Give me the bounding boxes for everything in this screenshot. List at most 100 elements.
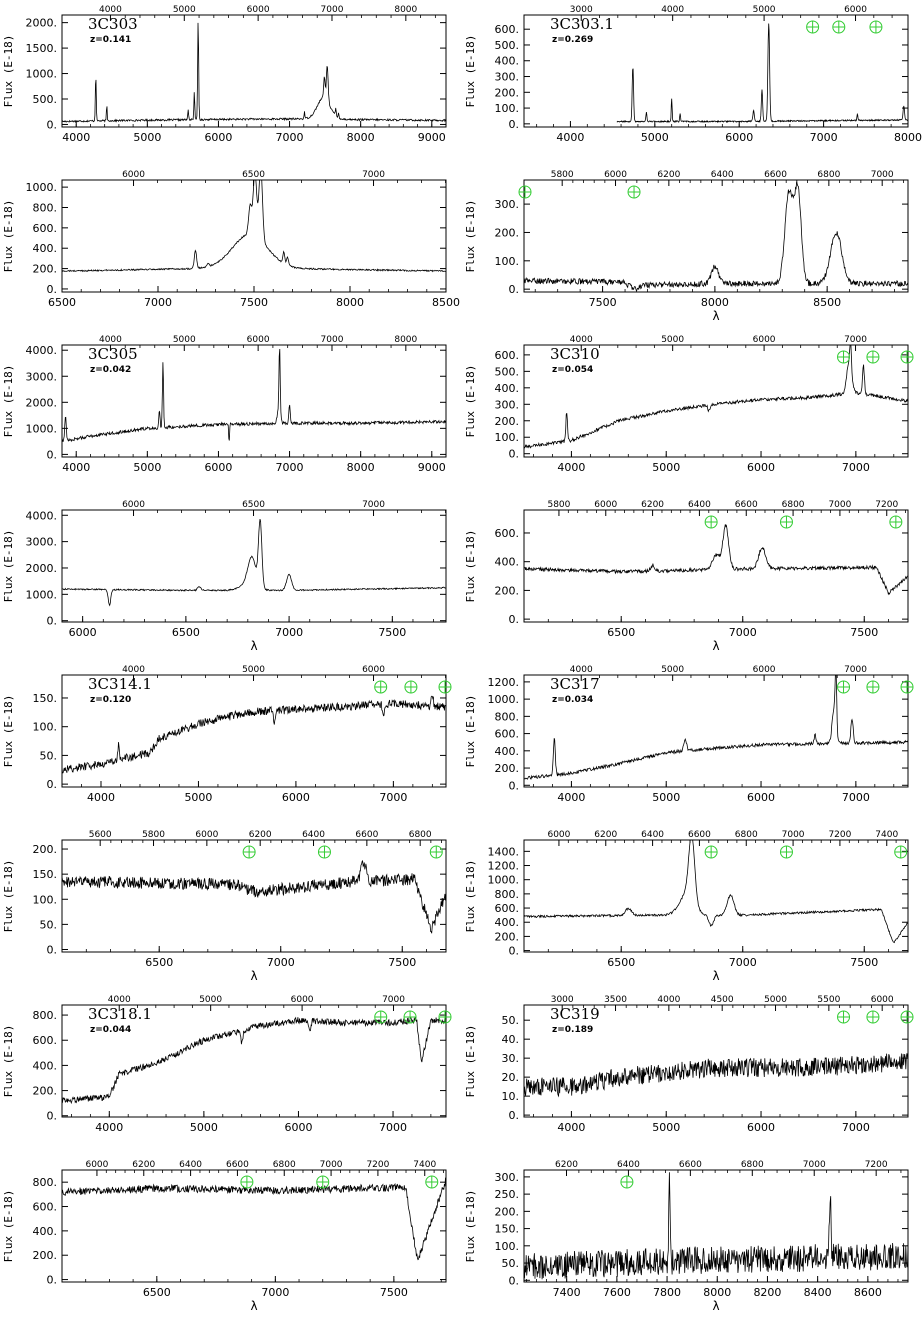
x-tick-label: 8000 bbox=[347, 461, 375, 474]
y-tick-label: 600. bbox=[33, 1034, 58, 1047]
spectrum-line bbox=[524, 840, 908, 944]
top-tick-label: 6000 bbox=[195, 830, 218, 840]
redshift-label: z=0.044 bbox=[90, 1025, 131, 1035]
top-tick-label: 6600 bbox=[226, 1160, 249, 1170]
y-axis-label: Flux (E-18) bbox=[2, 530, 15, 603]
spectrum-line bbox=[524, 181, 908, 292]
earth-symbol-icon bbox=[316, 1175, 330, 1189]
top-tick-label: 6800 bbox=[409, 830, 432, 840]
spectrum-panel: 6500 7000 7500 6000 6200 6400 6600 6800 7000 7200… bbox=[464, 830, 909, 983]
x-tick-label: 8000 bbox=[894, 131, 922, 144]
top-tick-label: 5800 bbox=[547, 500, 570, 510]
x-tick-label: 7000 bbox=[276, 461, 304, 474]
y-tick-label: 600. bbox=[495, 23, 520, 36]
x-tick-label: 7500 bbox=[589, 296, 617, 309]
redshift-label: z=0.054 bbox=[552, 365, 593, 375]
y-tick-label: 800. bbox=[33, 1176, 58, 1189]
top-tick-label: 7000 bbox=[803, 1160, 826, 1170]
y-tick-label: 1000. bbox=[26, 422, 58, 435]
spectrum-panel: 7500 8000 8500 5800 6000 6200 6400 6600 6800 7000… bbox=[464, 170, 909, 323]
y-axis-label: Flux (E-18) bbox=[464, 1025, 477, 1098]
y-tick-label: 150. bbox=[495, 1223, 520, 1236]
top-tick-label: 7000 bbox=[871, 170, 894, 180]
y-tick-label: 40. bbox=[502, 1033, 520, 1046]
top-tick-label: 6400 bbox=[179, 1160, 202, 1170]
x-tick-label: 7000 bbox=[261, 1286, 289, 1299]
spectrum-panel: 6500 7000 7500 5800 6000 6200 6400 6600 6800 7000… bbox=[464, 500, 909, 653]
spectrum-panel: 6500 7000 7500 5600 5800 6000 6200 6400 6600 6800… bbox=[2, 830, 447, 983]
y-tick-label: 150. bbox=[33, 868, 58, 881]
top-tick-label: 6200 bbox=[641, 500, 664, 510]
spectrum-line bbox=[62, 695, 446, 774]
y-tick-label: 600. bbox=[495, 728, 520, 741]
y-tick-label: 400. bbox=[495, 556, 520, 569]
earth-symbol-icon bbox=[900, 1010, 914, 1024]
y-tick-label: 3000. bbox=[26, 370, 58, 383]
top-tick-label: 7400 bbox=[875, 830, 898, 840]
y-tick-label: 20. bbox=[502, 1071, 520, 1084]
top-tick-label: 5600 bbox=[89, 830, 112, 840]
top-tick-label: 5800 bbox=[551, 170, 574, 180]
top-tick-label: 6000 bbox=[594, 500, 617, 510]
top-tick-label: 4000 bbox=[99, 335, 122, 345]
top-tick-label: 5000 bbox=[661, 335, 684, 345]
top-tick-label: 3500 bbox=[604, 995, 627, 1005]
y-tick-label: 200. bbox=[495, 762, 520, 775]
top-tick-label: 6600 bbox=[764, 170, 787, 180]
y-tick-label: 30. bbox=[502, 1052, 520, 1065]
spectrum-panel: 4000 5000 6000 7000 4000 5000 6000 0. 50. 100. 150… bbox=[2, 665, 452, 804]
redshift-label: z=0.034 bbox=[552, 695, 593, 705]
x-tick-label: 6000 bbox=[747, 461, 775, 474]
y-tick-label: 2000. bbox=[26, 562, 58, 575]
x-tick-label: 6000 bbox=[747, 791, 775, 804]
spectrum-line bbox=[62, 180, 446, 273]
x-tick-label: 7000 bbox=[729, 956, 757, 969]
top-tick-label: 5800 bbox=[142, 830, 165, 840]
x-tick-label: 7000 bbox=[729, 626, 757, 639]
x-tick-label: 6000 bbox=[69, 626, 97, 639]
top-tick-label: 7000 bbox=[321, 5, 344, 15]
y-tick-label: 2000. bbox=[26, 17, 58, 30]
y-tick-label: 100. bbox=[495, 102, 520, 115]
earth-symbol-icon bbox=[779, 845, 793, 859]
y-tick-label: 400. bbox=[495, 916, 520, 929]
x-tick-label: 7000 bbox=[379, 791, 407, 804]
x-tick-label: 5000 bbox=[641, 131, 669, 144]
x-tick-label: 9000 bbox=[418, 461, 446, 474]
y-tick-label: 200. bbox=[495, 86, 520, 99]
y-tick-label: 1000. bbox=[488, 693, 520, 706]
x-tick-label: 5000 bbox=[652, 791, 680, 804]
earth-symbol-icon bbox=[837, 350, 851, 364]
earth-symbol-icon bbox=[518, 185, 532, 199]
y-tick-label: 300. bbox=[495, 398, 520, 411]
y-tick-label: 0. bbox=[509, 1274, 520, 1287]
plot-frame bbox=[523, 179, 909, 293]
y-tick-label: 0. bbox=[509, 283, 520, 296]
earth-symbol-icon bbox=[704, 515, 718, 529]
plot-frame bbox=[523, 1169, 909, 1283]
top-tick-label: 7000 bbox=[828, 500, 851, 510]
x-tick-label: 4000 bbox=[557, 791, 585, 804]
object-name: 3C319 bbox=[550, 1005, 600, 1023]
top-tick-label: 6200 bbox=[132, 1160, 155, 1170]
x-tick-label: 7000 bbox=[842, 791, 870, 804]
x-tick-label: 8000 bbox=[703, 1286, 731, 1299]
y-tick-label: 0. bbox=[47, 1274, 58, 1287]
top-tick-label: 6000 bbox=[844, 5, 867, 15]
x-axis-label: λ bbox=[250, 1299, 257, 1313]
earth-symbol-icon bbox=[832, 20, 846, 34]
top-tick-label: 6400 bbox=[302, 830, 325, 840]
x-tick-label: 7000 bbox=[275, 626, 303, 639]
y-tick-label: 50. bbox=[502, 1014, 520, 1027]
top-tick-label: 6200 bbox=[657, 170, 680, 180]
x-tick-label: 4000 bbox=[62, 461, 90, 474]
top-tick-label: 7000 bbox=[382, 995, 405, 1005]
x-tick-label: 6000 bbox=[725, 131, 753, 144]
x-tick-label: 6500 bbox=[607, 626, 635, 639]
y-tick-label: 0. bbox=[509, 945, 520, 958]
top-tick-label: 6000 bbox=[871, 995, 894, 1005]
top-tick-label: 6200 bbox=[555, 1160, 578, 1170]
y-tick-label: 200. bbox=[33, 843, 58, 856]
y-tick-label: 250. bbox=[495, 1188, 520, 1201]
earth-symbol-icon bbox=[806, 20, 820, 34]
